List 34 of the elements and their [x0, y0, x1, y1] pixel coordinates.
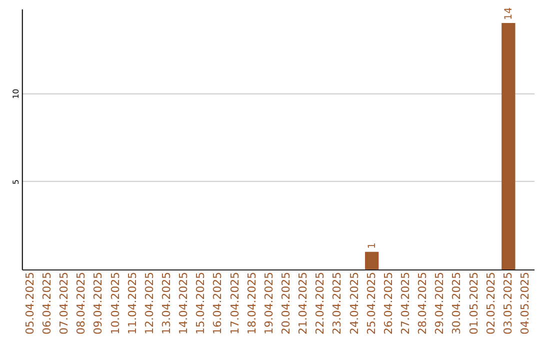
y-tick-label: 5 [11, 179, 20, 184]
x-tick-label: 23.04.2025 [330, 272, 344, 334]
x-tick-label: 14.04.2025 [177, 272, 190, 334]
x-tick-label: 29.04.2025 [433, 272, 446, 334]
x-tick-label: 26.04.2025 [382, 272, 395, 334]
x-tick-label: 28.04.2025 [416, 272, 430, 334]
x-tick-label: 10.04.2025 [108, 272, 122, 334]
x-tick-label: 25.04.2025 [364, 272, 378, 334]
x-tick-label: 24.04.2025 [348, 272, 361, 334]
x-tick-label: 19.04.2025 [262, 272, 276, 334]
x-tick-label: 20.04.2025 [279, 272, 292, 334]
x-tick-label: 05.04.2025 [23, 272, 36, 334]
x-tick-label: 08.04.2025 [74, 272, 88, 334]
data-label: 1 [366, 242, 378, 249]
x-tick-label: 16.04.2025 [211, 272, 224, 334]
x-tick-label: 03.05.2025 [501, 272, 514, 334]
y-tick-label: 10 [11, 88, 20, 99]
x-tick-label: 15.04.2025 [194, 272, 208, 334]
x-tick-label: 04.05.2025 [518, 272, 532, 334]
x-tick-label: 12.04.2025 [142, 272, 156, 334]
x-tick-label: 22.04.2025 [314, 272, 327, 334]
x-tick-label: 01.05.2025 [467, 272, 480, 334]
data-label: 14 [503, 7, 514, 20]
x-tick-label: 11.04.2025 [126, 272, 139, 334]
x-tick-label: 09.04.2025 [92, 272, 105, 334]
x-tick-label: 27.04.2025 [398, 272, 412, 334]
x-tick-label: 18.04.2025 [245, 272, 258, 334]
x-tick-label: 17.04.2025 [228, 272, 242, 334]
x-tick-label: 02.05.2025 [484, 272, 498, 334]
x-tick-label: 13.04.2025 [160, 272, 173, 334]
x-tick-label: 30.04.2025 [450, 272, 464, 334]
x-tick-label: 07.04.2025 [58, 272, 71, 334]
x-tick-label: 21.04.2025 [296, 272, 310, 334]
x-tick-label: 06.04.2025 [40, 272, 54, 334]
